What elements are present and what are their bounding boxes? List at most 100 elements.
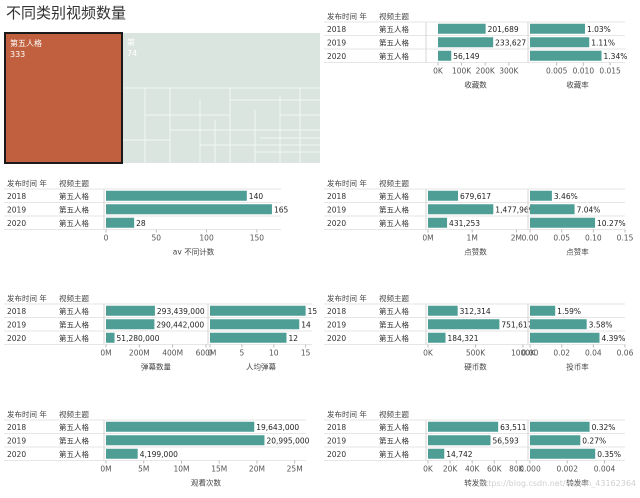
axis-tick-label: 0.06 (617, 349, 634, 358)
row-year: 2019 (7, 436, 26, 445)
bar-value-label: 14 (301, 320, 311, 329)
bar-value-label: 63,511 (500, 423, 526, 432)
bar (106, 204, 272, 215)
bar-value-label: 15 (308, 307, 318, 316)
bar-chart: 0.32% 0.27% 0.35% 0.000 0.002 0.004 转发率 (519, 420, 621, 488)
bar-value-label: 184,321 (448, 334, 479, 343)
axis-title: 转发数 (464, 478, 487, 488)
bar-value-label: 1.11% (591, 38, 615, 47)
row-year: 2019 (327, 320, 346, 329)
row-topic: 第五人格 (59, 319, 89, 329)
treemap-main-label: 第五人格 (10, 38, 42, 48)
axis-tick-label: 100K (452, 67, 472, 76)
bar-value-label: 20,995,000 (266, 436, 309, 445)
bar-value-label: 4.39% (602, 334, 626, 343)
treemap-block-main (4, 32, 123, 164)
bar (428, 204, 494, 215)
axis-tick-label: 0.015 (599, 67, 621, 76)
treemap-block-secondary (123, 33, 320, 163)
bar (428, 421, 499, 432)
axis-tick-label: 0.00 (522, 234, 539, 243)
treemap-secondary-label: 第 (127, 37, 135, 47)
bar (428, 305, 458, 316)
row-topic: 第五人格 (379, 422, 409, 432)
bar (428, 319, 500, 330)
axis-title: 收藏数 (464, 80, 487, 90)
bar-value-label: 3.58% (589, 320, 613, 329)
bar-value-label: 12 (289, 334, 299, 343)
axis-tick-label: 20M (249, 465, 265, 474)
axis-tick-label: 0.002 (557, 465, 579, 474)
row-year: 2018 (7, 192, 26, 201)
bar-value-label: 28 (136, 219, 146, 228)
bar (428, 332, 446, 343)
bar-value-label: 233,627 (495, 38, 526, 47)
bar-chart: 19,643,000 20,995,000 4,199,000 0M 5M 10M 15M 2… (100, 421, 310, 488)
row-year: 2018 (327, 307, 346, 316)
panel-2: 发布时间 年 视频主题 2018 第五人格 2019 第五人格 2020 第五人格 140 165… (4, 178, 288, 257)
axis-tick-label: 0.02 (553, 349, 570, 358)
row-topic: 第五人格 (59, 191, 89, 201)
bar (106, 305, 155, 316)
axis-title: 点赞数 (464, 247, 487, 257)
row-year: 2018 (327, 423, 346, 432)
axis-tick-label: 100 (199, 234, 214, 243)
bar-value-label: 19,643,000 (256, 423, 299, 432)
bar-value-label: 312,314 (460, 307, 491, 316)
bar (106, 435, 265, 446)
axis-title: 硬币数 (464, 362, 487, 372)
bar-chart: 679,617 1,477,969 431,253 0M 1M 2M 点赞数 (422, 190, 534, 257)
axis-tick-label: 25M (287, 465, 303, 474)
panel-3: 发布时间 年 视频主题 2018 第五人格 2019 第五人格 2020 第五人格 679,61… (324, 178, 634, 257)
axis-tick-label: 40K (465, 465, 481, 474)
bar (530, 319, 587, 330)
row-topic: 第五人格 (59, 306, 89, 316)
axis-tick-label: 15 (301, 349, 311, 358)
bar-chart: 293,439,000 290,442,000 51,280,000 0M 200M 40… (100, 305, 216, 372)
bar-value-label: 201,689 (488, 25, 519, 34)
row-year: 2020 (7, 219, 26, 228)
row-year: 2018 (7, 423, 26, 432)
axis-tick-label: 50 (152, 234, 162, 243)
bar (106, 448, 138, 459)
bar-value-label: 1,477,969 (495, 205, 533, 214)
treemap: 第 74 第五人格 333 (4, 32, 320, 164)
axis-tick-label: 10 (269, 349, 279, 358)
bar (530, 217, 596, 228)
watermark-text: https://blog.csdn.net/weixin_43162364 (480, 479, 636, 488)
bar-value-label: 51,280,000 (117, 334, 160, 343)
header-year: 发布时间 年 (327, 293, 367, 303)
axis-tick-label: 0.005 (546, 67, 568, 76)
axis-tick-label: 20K (443, 465, 459, 474)
axis-tick-label: 200M (129, 349, 150, 358)
row-topic: 第五人格 (379, 435, 409, 445)
header-topic: 视频主题 (59, 178, 89, 188)
header-topic: 视频主题 (379, 293, 409, 303)
axis-title: 收藏率 (566, 80, 589, 90)
axis-tick-label: 0.00 (522, 349, 539, 358)
bar (428, 190, 459, 201)
treemap-secondary-value: 74 (127, 49, 137, 58)
axis-title: 观看次数 (191, 478, 221, 488)
row-year: 2018 (327, 25, 346, 34)
bar-chart: 63,511 56,593 14,742 0K 20K 40K 60K 80K 转发数 (423, 421, 527, 488)
row-year: 2020 (7, 334, 26, 343)
axis-title: 弹幕数量 (141, 362, 171, 372)
bar (530, 332, 600, 343)
row-year: 2020 (7, 450, 26, 459)
bar-value-label: 7.04% (577, 205, 601, 214)
bar (530, 204, 575, 215)
axis-title: 转发率 (566, 478, 589, 488)
bar-chart: 140 165 28 0 50 100 150 av 不同计数 (104, 190, 288, 257)
row-topic: 第五人格 (59, 422, 89, 432)
axis-tick-label: 0M (422, 234, 433, 243)
bar-value-label: 4,199,000 (140, 450, 178, 459)
axis-tick-label: 500K (466, 349, 486, 358)
row-topic: 第五人格 (59, 204, 89, 214)
bar (106, 190, 247, 201)
bar (106, 332, 115, 343)
header-year: 发布时间 年 (7, 178, 47, 188)
row-year: 2019 (7, 320, 26, 329)
axis-tick-label: 200K (476, 67, 496, 76)
